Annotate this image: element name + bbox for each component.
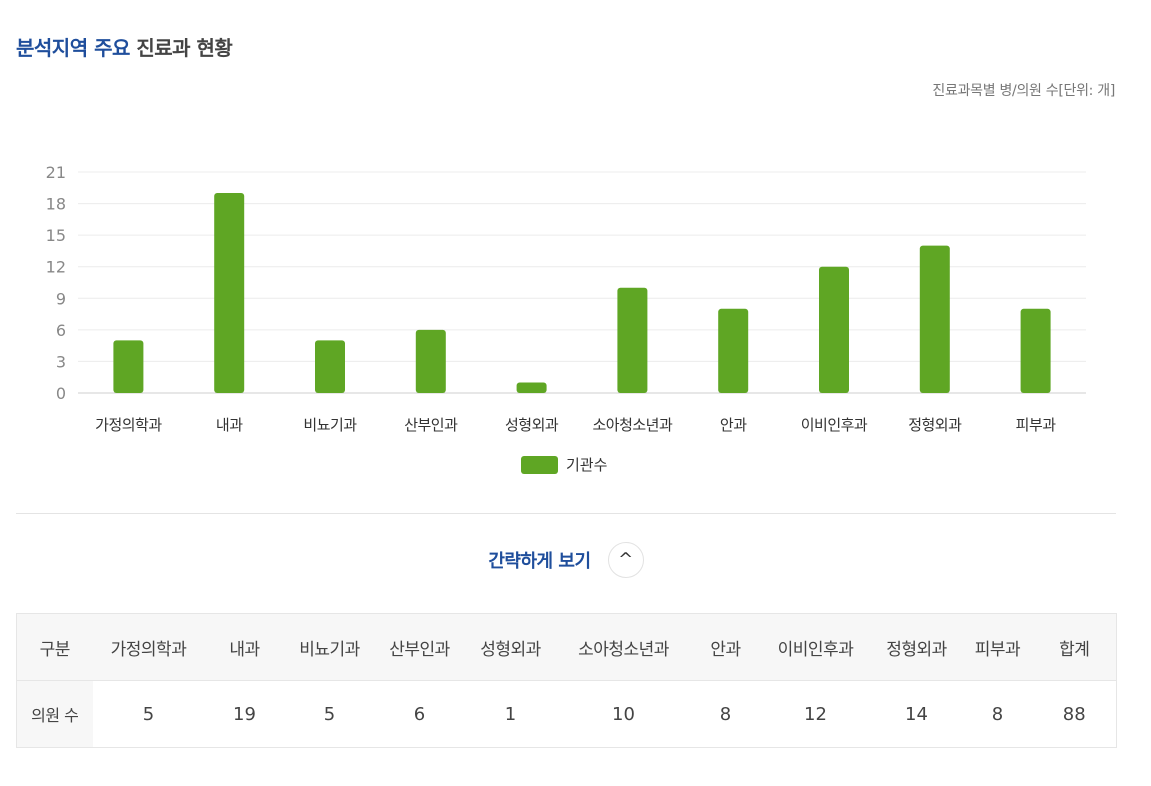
page-title: 분석지역 주요 진료과 현황	[16, 32, 233, 61]
bar	[718, 308, 749, 393]
table-header-cell: 성형외과	[464, 613, 557, 681]
table-header-cell: 합계	[1032, 613, 1117, 681]
x-tick-label: 피부과	[1016, 416, 1057, 434]
y-tick-label: 18	[46, 195, 66, 214]
y-tick-label: 12	[46, 258, 66, 277]
table-row: 의원 수 5 19 5 6 1 10 8 12 14 8 88	[16, 680, 1117, 748]
x-tick-label: 비뇨기과	[303, 416, 357, 434]
table-header-cell: 구분	[16, 613, 93, 681]
page-title-highlight: 분석지역 주요	[16, 36, 130, 60]
legend-label: 기관수	[566, 456, 607, 474]
stats-table: 구분 가정의학과 내과 비뇨기과 산부인과 성형외과 소아청소년과 안과 이비인후과 정형외과 피부…	[16, 613, 1117, 748]
bar	[919, 245, 950, 393]
table-cell: 19	[204, 680, 285, 748]
y-tick-label: 6	[56, 321, 66, 340]
table-header-cell: 산부인과	[374, 613, 465, 681]
x-tick-label: 정형외과	[908, 416, 962, 434]
toggle-summary[interactable]: 간략하게 보기 ^	[0, 542, 1132, 578]
table-header-cell: 내과	[204, 613, 285, 681]
table-cell: 12	[760, 680, 871, 748]
bar-chart: 0 3 6 9 12 15 18 21 가정의학과 내과 비뇨기과 산부인과 성형외과 소아청소년과 안과 이…	[46, 163, 1086, 474]
row-label: 의원 수	[16, 680, 93, 748]
x-tick-label: 산부인과	[404, 416, 458, 434]
table-cell: 14	[870, 680, 963, 748]
legend-swatch	[521, 456, 558, 474]
table-header-cell: 피부과	[962, 613, 1033, 681]
bar	[819, 266, 849, 393]
y-tick-label: 0	[56, 384, 66, 403]
y-tick-label: 21	[46, 163, 66, 182]
table-cell: 1	[464, 680, 557, 748]
y-tick-label: 9	[56, 289, 66, 308]
x-tick-label: 가정의학과	[95, 416, 162, 434]
table-cell: 8	[690, 680, 761, 748]
x-tick-label: 안과	[720, 416, 747, 434]
x-tick-label: 소아청소년과	[592, 416, 673, 434]
page-title-rest: 진료과 현황	[136, 36, 233, 60]
x-tick-label: 이비인후과	[801, 416, 868, 434]
section-divider	[16, 513, 1116, 514]
x-tick-label: 성형외과	[505, 416, 559, 434]
bar	[113, 340, 144, 393]
table-header-cell: 안과	[690, 613, 761, 681]
table-header-cell: 이비인후과	[760, 613, 871, 681]
table-header-cell: 정형외과	[870, 613, 963, 681]
table-header-cell: 소아청소년과	[556, 613, 691, 681]
x-tick-label: 내과	[216, 416, 243, 434]
table-header-cell: 비뇨기과	[284, 613, 375, 681]
table-cell: 10	[556, 680, 691, 748]
y-tick-label: 15	[46, 226, 66, 245]
bar	[516, 382, 547, 393]
y-tick-label: 3	[56, 352, 66, 371]
unit-note: 진료과목별 병/의원 수[단위: 개]	[932, 83, 1115, 99]
table-cell: 88	[1032, 680, 1117, 748]
table-header-row: 구분 가정의학과 내과 비뇨기과 산부인과 성형외과 소아청소년과 안과 이비인후과 정형외과 피부…	[16, 613, 1117, 681]
bar	[617, 287, 648, 393]
table-cell: 5	[92, 680, 205, 748]
bar	[415, 329, 446, 393]
table-cell: 5	[284, 680, 375, 748]
chevron-up-icon[interactable]: ^	[607, 542, 644, 578]
toggle-summary-label[interactable]: 간략하게 보기	[488, 551, 591, 572]
bar	[315, 340, 345, 393]
table-cell: 6	[374, 680, 465, 748]
bar	[214, 193, 245, 393]
table-cell: 8	[962, 680, 1033, 748]
bar	[1020, 308, 1051, 393]
table-header-cell: 가정의학과	[92, 613, 205, 681]
